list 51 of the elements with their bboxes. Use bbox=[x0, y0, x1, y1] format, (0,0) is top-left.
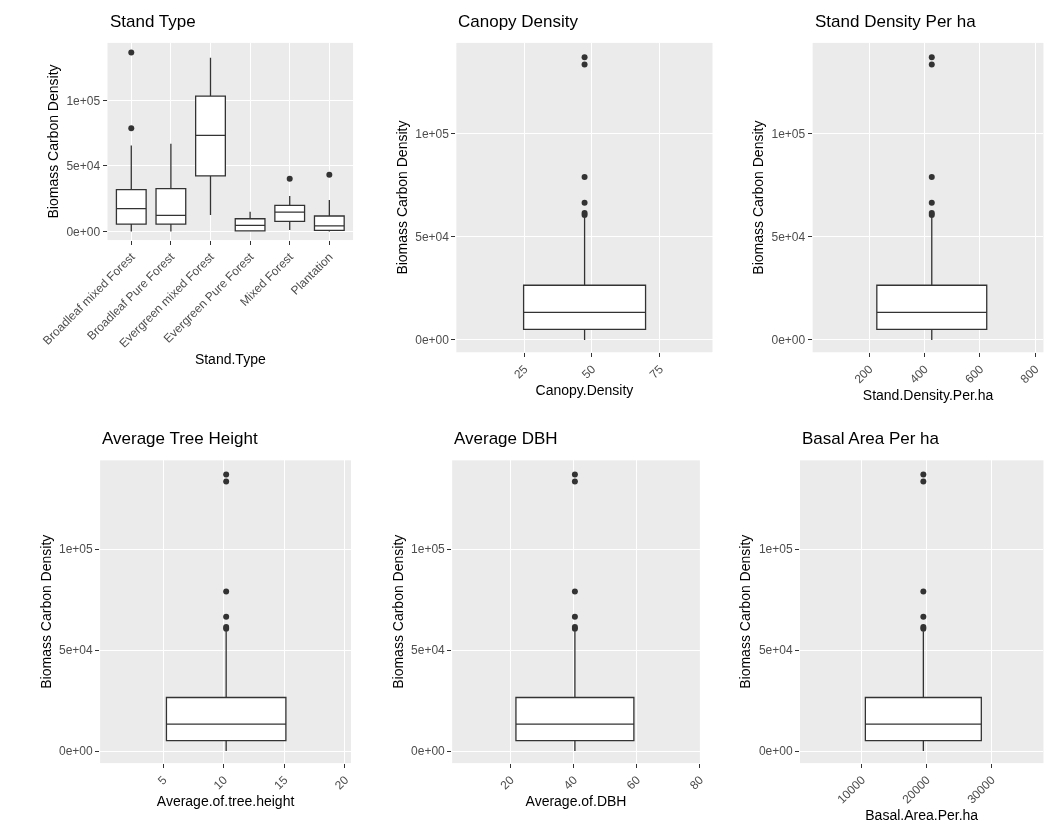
x-axis-title: Canopy.Density bbox=[535, 381, 634, 398]
y-axis-title: Biomass Carbon Density bbox=[393, 120, 410, 275]
x-axis-title: Average.of.tree.height bbox=[156, 792, 295, 809]
x-tick-label: 20 bbox=[331, 772, 352, 793]
y-tick-label: 1e+05 bbox=[415, 126, 450, 141]
y-tick-label: 0e+00 bbox=[66, 224, 101, 239]
y-tick-label: 1e+05 bbox=[66, 93, 101, 108]
y-tick-label: 5e+04 bbox=[415, 229, 450, 244]
x-tick-label: 10 bbox=[210, 772, 231, 793]
chart-title: Stand Type bbox=[110, 12, 196, 31]
chart-title: Average Tree Height bbox=[102, 429, 258, 448]
x-tick-label: 5 bbox=[154, 772, 170, 788]
y-tick-label: 0e+00 bbox=[771, 333, 806, 348]
chart-title: Average DBH bbox=[454, 429, 558, 448]
x-tick-label: 75 bbox=[646, 361, 667, 382]
y-axis-title: Biomass Carbon Density bbox=[750, 120, 767, 275]
x-tick-label: 40 bbox=[560, 772, 581, 793]
x-axis-title: Stand.Type bbox=[194, 350, 266, 367]
chart-title: Basal Area Per ha bbox=[802, 429, 940, 448]
y-tick-label: 1e+05 bbox=[59, 542, 94, 557]
y-axis-title: Biomass Carbon Density bbox=[37, 534, 54, 689]
y-tick-label: 0e+00 bbox=[758, 744, 793, 759]
y-tick-label: 0e+00 bbox=[59, 744, 94, 759]
y-tick-label: 5e+04 bbox=[758, 643, 793, 658]
x-tick-label: 60 bbox=[623, 772, 644, 793]
x-tick-label: 25 bbox=[511, 361, 531, 382]
x-tick-label: 200 bbox=[851, 361, 876, 387]
y-tick-label: 0e+00 bbox=[411, 744, 446, 759]
x-tick-label: 50 bbox=[578, 361, 599, 382]
y-tick-label: 1e+05 bbox=[771, 126, 806, 141]
y-tick-label: 0e+00 bbox=[415, 333, 450, 348]
x-tick-label: 600 bbox=[962, 361, 987, 387]
x-axis-title: Stand.Density.Per.ha bbox=[862, 386, 994, 403]
x-tick-label: 20 bbox=[497, 772, 518, 793]
x-tick-label: 15 bbox=[271, 772, 291, 793]
y-axis-title: Biomass Carbon Density bbox=[389, 534, 406, 689]
x-tick-label: 80 bbox=[686, 772, 707, 793]
x-tick-label: 800 bbox=[1017, 361, 1042, 387]
y-tick-label: 5e+04 bbox=[411, 643, 446, 658]
y-tick-label: 5e+04 bbox=[771, 229, 806, 244]
y-axis-title: Biomass Carbon Density bbox=[737, 534, 754, 689]
y-tick-label: 5e+04 bbox=[66, 159, 101, 174]
y-tick-label: 1e+05 bbox=[758, 542, 793, 557]
y-tick-label: 1e+05 bbox=[411, 542, 446, 557]
x-tick-label: 400 bbox=[906, 361, 932, 387]
x-axis-title: Basal.Area.Per.ha bbox=[865, 806, 979, 823]
y-tick-label: 5e+04 bbox=[59, 643, 94, 658]
y-axis-title: Biomass Carbon Density bbox=[45, 64, 62, 219]
chart-title: Canopy Density bbox=[458, 12, 579, 31]
chart-title: Stand Density Per ha bbox=[815, 12, 977, 31]
x-axis-title: Average.of.DBH bbox=[525, 792, 627, 809]
